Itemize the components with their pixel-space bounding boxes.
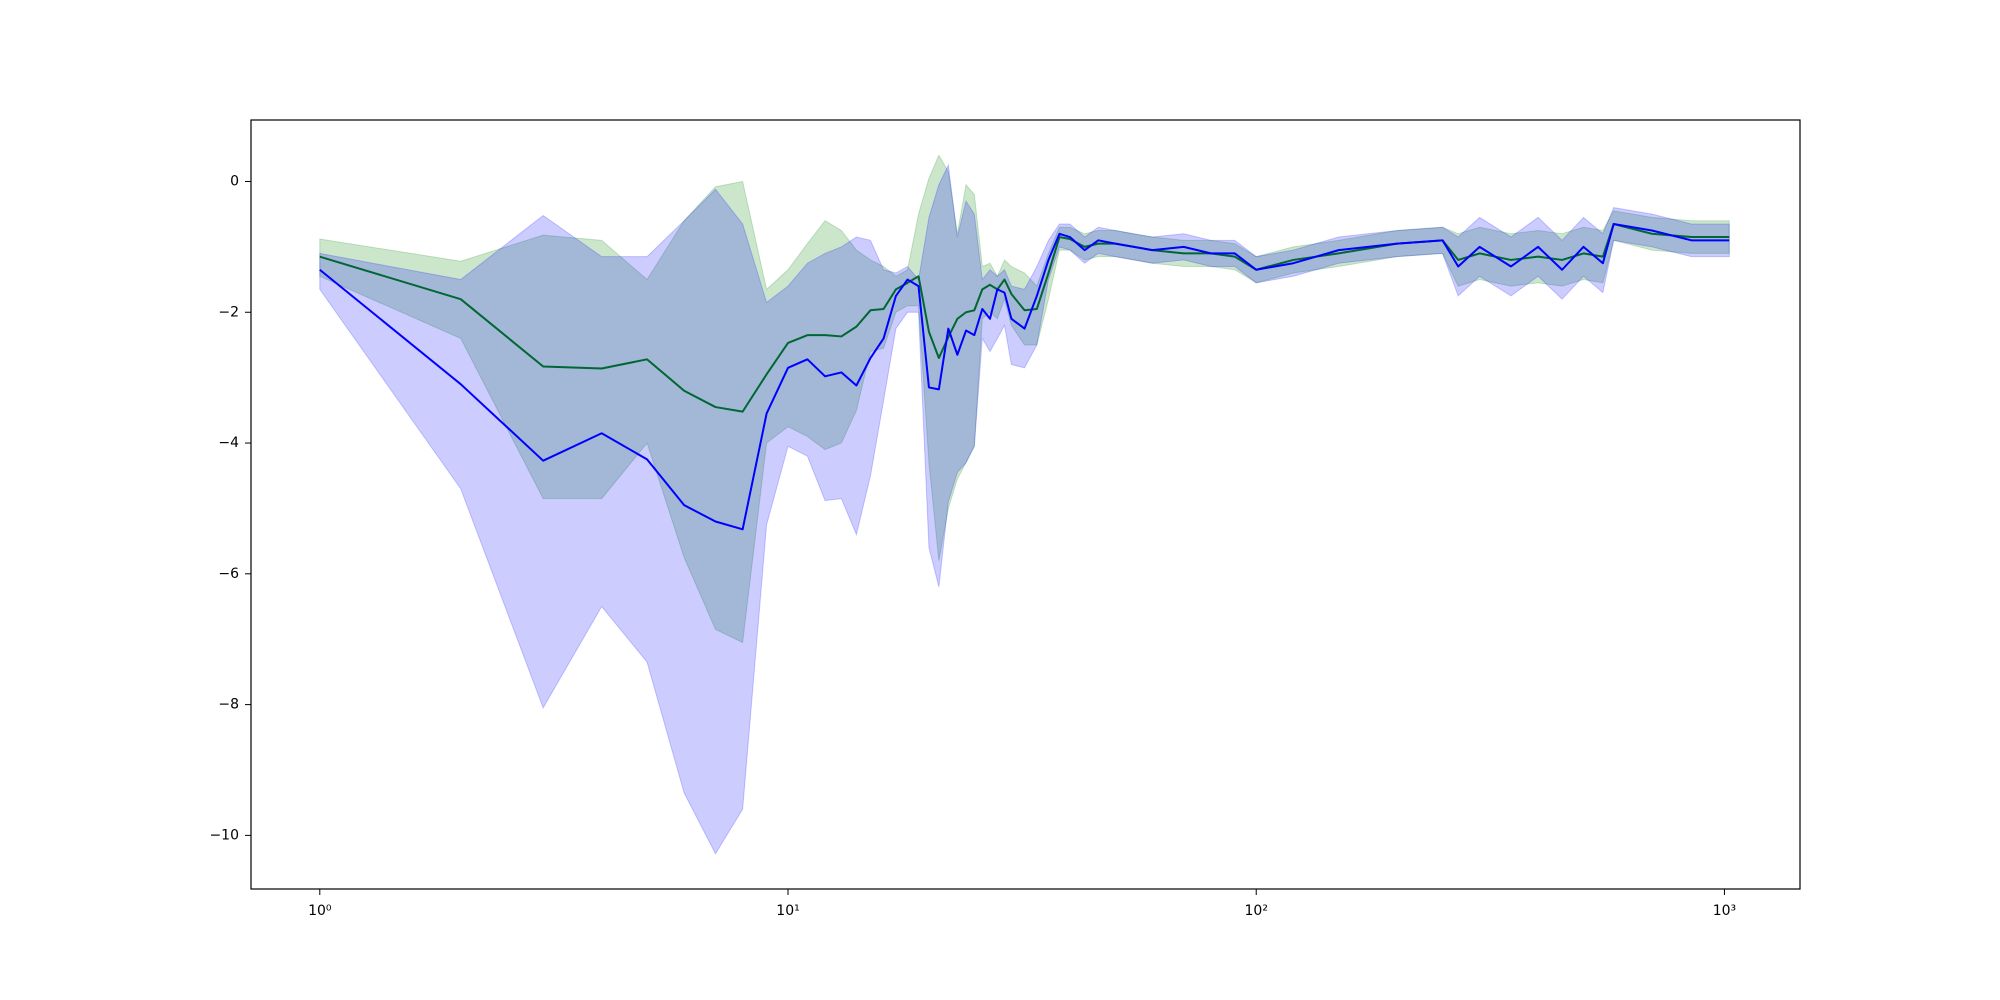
plot-area — [319, 154, 1730, 855]
y-tick-label: 0 — [230, 173, 239, 189]
y-tick-label: −2 — [218, 304, 239, 320]
y-tick-label: −8 — [218, 697, 239, 713]
axes-frame — [250, 119, 1801, 890]
x-tick-label: 10³ — [1713, 903, 1736, 919]
x-tick-label: 10¹ — [776, 903, 799, 919]
y-tick-label: −4 — [218, 435, 239, 451]
x-tick-label: 10⁰ — [308, 903, 332, 919]
x-tick-label: 10² — [1245, 903, 1268, 919]
confidence-band — [319, 154, 1730, 644]
y-tick-label: −6 — [218, 566, 239, 582]
y-tick-label: −10 — [209, 827, 239, 843]
confidence-band — [319, 163, 1730, 855]
line — [319, 222, 1730, 531]
